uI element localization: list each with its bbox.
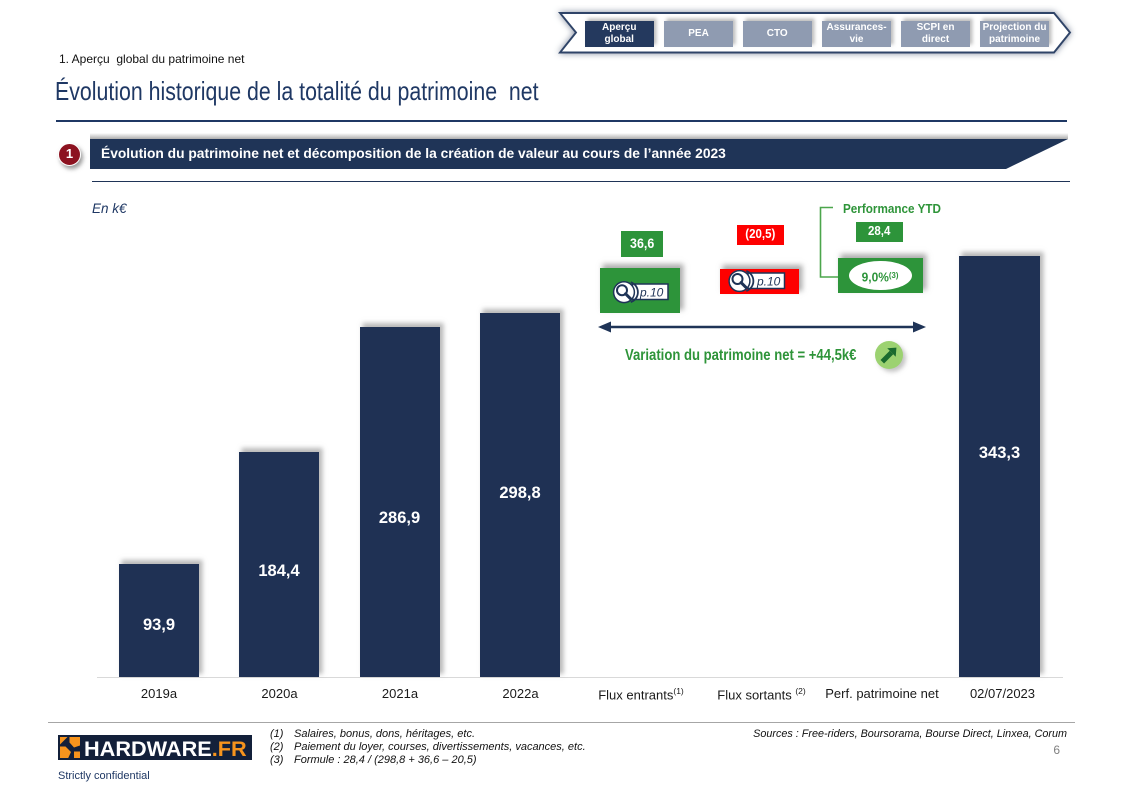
svg-text:p.10: p.10 xyxy=(756,274,781,288)
svg-text:p.10: p.10 xyxy=(639,286,664,300)
